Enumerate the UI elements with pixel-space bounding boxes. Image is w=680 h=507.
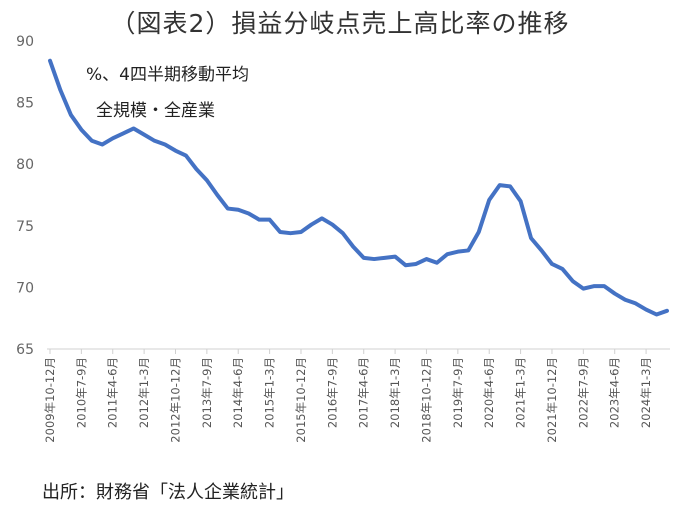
x-tick-label: 2024年1-3月 — [639, 357, 653, 428]
x-tick-label: 2009年10-12月 — [43, 357, 57, 443]
chart-title: （図表2）損益分岐点売上高比率の推移 — [110, 9, 570, 38]
x-tick-label: 2013年7-9月 — [200, 357, 214, 428]
x-tick-label: 2020年4-6月 — [482, 357, 496, 428]
y-tick-label: 85 — [16, 96, 34, 112]
x-tick-label: 2014年4-6月 — [231, 357, 245, 428]
x-tick-label: 2021年1-3月 — [514, 357, 528, 428]
source-note: 出所：財務省「法人企業統計」 — [42, 482, 294, 503]
y-tick-label: 70 — [16, 280, 34, 296]
y-tick-label: 90 — [16, 34, 34, 50]
y-tick-label: 75 — [16, 219, 34, 235]
x-tick-label: 2018年10-12月 — [419, 357, 433, 443]
annotation-unit: %、4四半期移動平均 — [86, 65, 249, 85]
x-tick-label: 2021年10-12月 — [545, 357, 559, 443]
annotation-scope: 全規模・全産業 — [96, 101, 215, 121]
x-tick-label: 2015年10-12月 — [294, 357, 308, 443]
x-tick-label: 2017年4-6月 — [357, 357, 371, 428]
x-tick-label: 2019年7-9月 — [451, 357, 465, 428]
x-tick-label: 2016年7-9月 — [325, 357, 339, 428]
y-tick-label: 80 — [16, 157, 34, 173]
x-tick-label: 2022年7-9月 — [576, 357, 590, 428]
x-tick-label: 2011年4-6月 — [106, 357, 120, 428]
x-tick-label: 2012年1-3月 — [137, 357, 151, 428]
x-tick-label: 2012年10-12月 — [168, 357, 182, 443]
x-tick-label: 2015年1-3月 — [263, 357, 277, 428]
x-tick-label: 2023年4-6月 — [608, 357, 622, 428]
series-line — [48, 58, 669, 317]
y-tick-label: 65 — [16, 342, 34, 358]
x-tick-label: 2010年7-9月 — [74, 357, 88, 428]
x-tick-label: 2018年1-3月 — [388, 357, 402, 428]
